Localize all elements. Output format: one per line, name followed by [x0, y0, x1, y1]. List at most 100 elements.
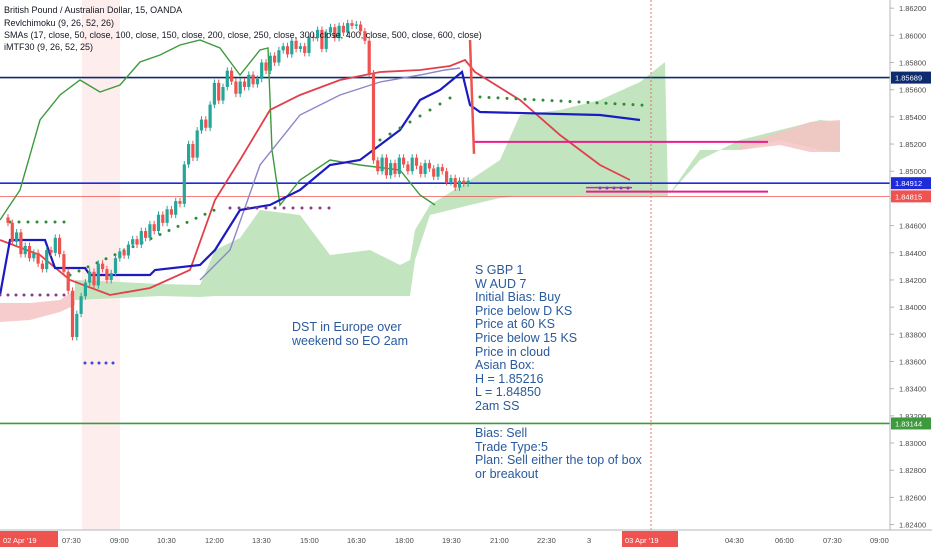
candle-body[interactable]	[453, 178, 457, 188]
candle-body[interactable]	[15, 232, 19, 242]
candle-body[interactable]	[311, 36, 315, 39]
candle-body[interactable]	[234, 81, 238, 94]
candle-body[interactable]	[169, 209, 173, 215]
candle-body[interactable]	[247, 74, 251, 87]
candle-body[interactable]	[466, 180, 470, 184]
price-level-badge[interactable]	[891, 71, 931, 84]
candle-body[interactable]	[19, 232, 23, 255]
candle-body[interactable]	[182, 164, 186, 204]
candle-body[interactable]	[436, 167, 440, 177]
candle-body[interactable]	[341, 25, 345, 33]
candle-body[interactable]	[337, 25, 341, 39]
candle-body[interactable]	[389, 163, 393, 176]
candle-body[interactable]	[242, 81, 247, 87]
candle-body[interactable]	[204, 119, 208, 128]
candle-body[interactable]	[406, 164, 410, 172]
candle-body[interactable]	[122, 251, 126, 256]
candle-body[interactable]	[230, 70, 234, 82]
candle-body[interactable]	[380, 157, 384, 172]
candle-body[interactable]	[187, 144, 191, 165]
candle-body[interactable]	[36, 252, 40, 264]
candle-body[interactable]	[307, 36, 311, 53]
candle-body[interactable]	[320, 29, 324, 49]
candle-body[interactable]	[208, 104, 212, 128]
candle-body[interactable]	[49, 250, 53, 253]
candle-body[interactable]	[32, 252, 36, 259]
candle-body[interactable]	[298, 46, 302, 49]
candle-body[interactable]	[113, 258, 118, 274]
candle-body[interactable]	[397, 157, 401, 174]
candle-body[interactable]	[440, 167, 444, 172]
candle-body[interactable]	[294, 40, 298, 49]
candle-body[interactable]	[410, 157, 414, 172]
candle-body[interactable]	[40, 263, 44, 270]
candle-body[interactable]	[101, 263, 105, 270]
time-axis-date-badge[interactable]	[0, 531, 58, 547]
sma-indicator-label[interactable]: SMAs (17, close, 50, close, 100, close, …	[4, 30, 482, 40]
candle-body[interactable]	[135, 239, 139, 245]
candle-body[interactable]	[165, 209, 169, 223]
candle-body[interactable]	[118, 251, 122, 259]
candle-body[interactable]	[359, 24, 363, 32]
candle-body[interactable]	[393, 163, 397, 174]
candle-body[interactable]	[217, 82, 221, 101]
time-axis-date-badge[interactable]	[622, 531, 678, 547]
candle-body[interactable]	[427, 163, 431, 169]
candle-body[interactable]	[6, 217, 10, 223]
candle-body[interactable]	[445, 171, 449, 183]
ichimoku-indicator-label[interactable]: Revlchimoku (9, 26, 52, 26)	[4, 18, 115, 28]
candle-body[interactable]	[212, 82, 216, 105]
candle-body[interactable]	[255, 78, 259, 85]
candle-body[interactable]	[144, 231, 148, 238]
plan-note[interactable]: Bias: Sell Trade Type:5 Plan: Sell either …	[475, 426, 642, 481]
candle-body[interactable]	[45, 250, 49, 270]
candle-body[interactable]	[277, 50, 281, 63]
candle-body[interactable]	[174, 201, 178, 215]
candle-body[interactable]	[371, 73, 376, 161]
candle-body[interactable]	[419, 165, 423, 174]
candle-body[interactable]	[199, 119, 204, 131]
candle-body[interactable]	[152, 224, 156, 232]
candle-body[interactable]	[414, 157, 419, 166]
mtf-indicator-label[interactable]: iMTF30 (9, 26, 52, 25)	[4, 42, 94, 52]
candle-body[interactable]	[354, 24, 358, 26]
candle-body[interactable]	[273, 55, 277, 63]
candle-body[interactable]	[10, 222, 14, 242]
candle-body[interactable]	[402, 157, 406, 165]
candle-body[interactable]	[23, 245, 27, 255]
candle-body[interactable]	[268, 55, 272, 71]
candle-body[interactable]	[221, 86, 225, 101]
candle-body[interactable]	[324, 32, 328, 49]
candle-body[interactable]	[290, 40, 294, 55]
candle-body[interactable]	[109, 273, 113, 280]
candle-body[interactable]	[333, 27, 337, 39]
candle-body[interactable]	[432, 168, 436, 177]
candle-body[interactable]	[449, 178, 453, 183]
candle-body[interactable]	[58, 237, 62, 255]
candle-body[interactable]	[350, 23, 354, 26]
candle-body[interactable]	[178, 201, 182, 204]
dst-note[interactable]: DST in Europe over weekend so EO 2am	[292, 320, 408, 348]
candle-body[interactable]	[238, 81, 242, 94]
candle-body[interactable]	[27, 245, 32, 259]
candle-body[interactable]	[384, 157, 388, 176]
candle-body[interactable]	[423, 163, 427, 174]
candle-body[interactable]	[92, 271, 96, 286]
candle-body[interactable]	[260, 62, 264, 79]
candle-body[interactable]	[281, 46, 285, 51]
candle-body[interactable]	[285, 46, 290, 55]
candle-body[interactable]	[346, 23, 350, 33]
candle-body[interactable]	[79, 296, 83, 314]
candle-body[interactable]	[156, 214, 161, 232]
candle-body[interactable]	[462, 180, 466, 184]
candle-body[interactable]	[88, 271, 92, 283]
candle-body[interactable]	[316, 29, 320, 39]
candle-body[interactable]	[191, 144, 195, 158]
candle-body[interactable]	[251, 74, 255, 85]
candle-body[interactable]	[303, 46, 307, 53]
candle-body[interactable]	[83, 282, 87, 297]
candle-body[interactable]	[225, 70, 229, 87]
candle-body[interactable]	[457, 180, 462, 188]
